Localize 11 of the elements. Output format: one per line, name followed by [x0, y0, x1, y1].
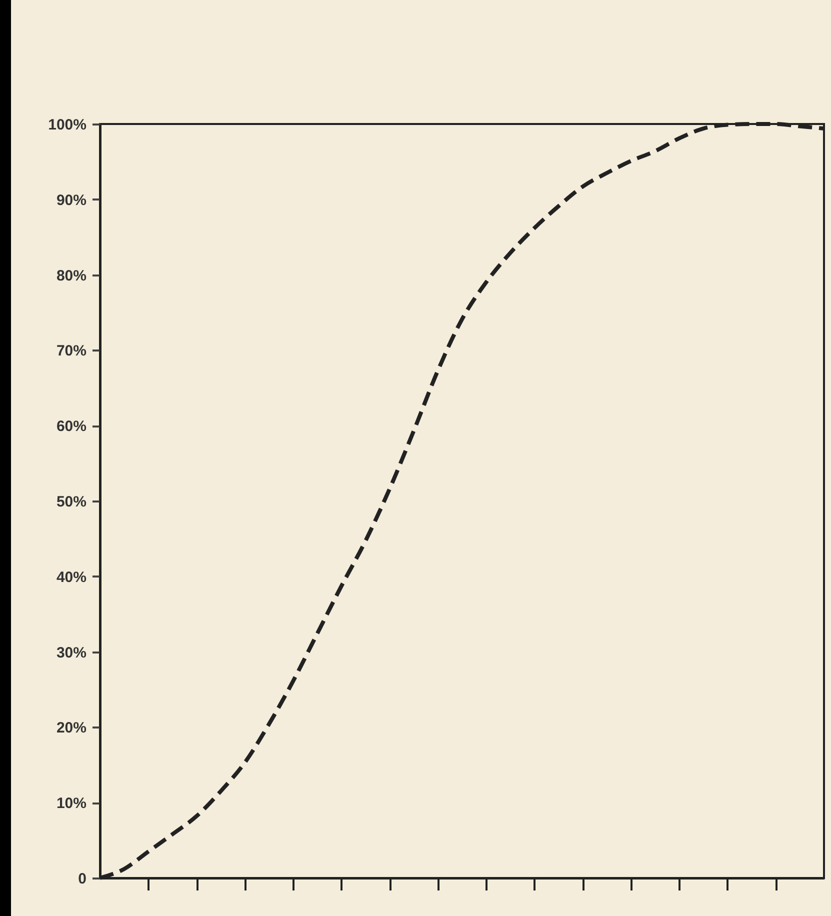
y-tick-label: 10%	[56, 795, 86, 812]
y-tick-label: 30%	[56, 644, 86, 662]
y-tick-label: 40%	[56, 568, 86, 586]
y-tick-label: 50%	[56, 494, 86, 510]
y-tick-label: 90%	[56, 192, 86, 209]
y-tick-label: 100%	[48, 116, 86, 134]
y-tick-label: 70%	[56, 342, 86, 360]
y-tick-label: 80%	[56, 267, 86, 284]
y-tick-label: 0	[78, 870, 86, 888]
y-tick-label: 60%	[56, 418, 86, 436]
y-tick-label: 20%	[56, 720, 86, 737]
